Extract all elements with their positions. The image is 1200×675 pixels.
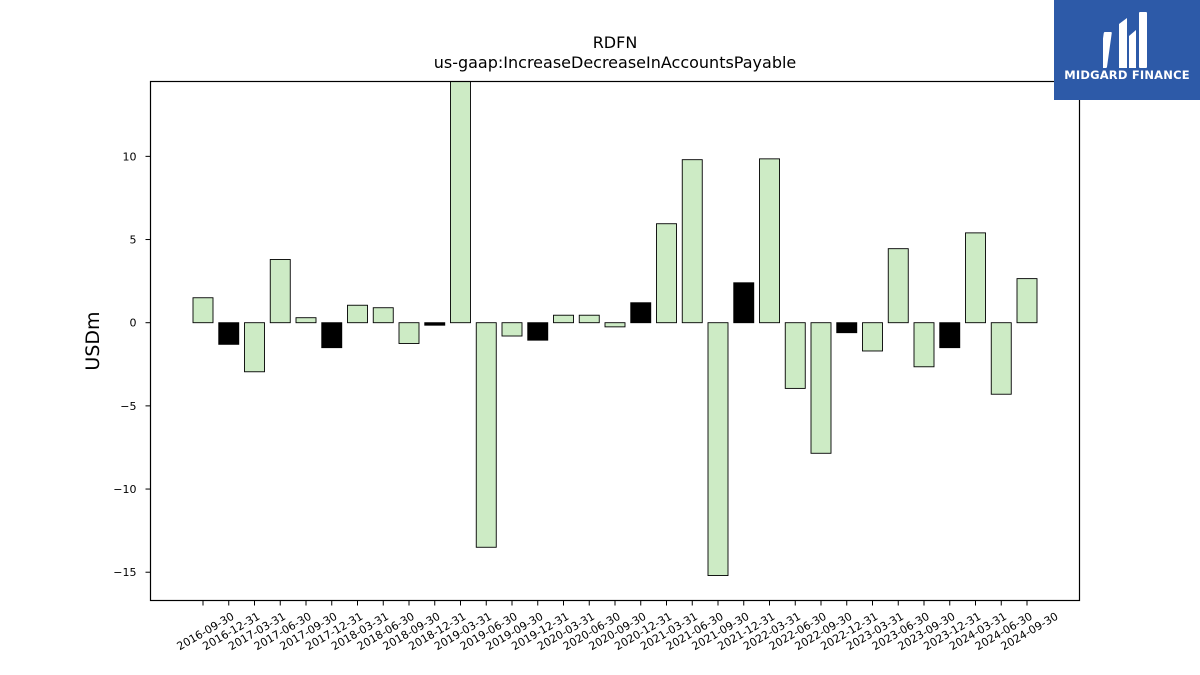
bar-2020-12-31 — [630, 302, 652, 324]
bar-2019-12-31 — [527, 322, 549, 341]
y-axis: 10 5 0 −5 −10 −15 — [113, 150, 151, 579]
bar-2017-12-31 — [321, 322, 343, 349]
bar-2020-06-30 — [578, 314, 600, 324]
bar-2021-03-31 — [656, 223, 677, 324]
bar-2017-03-31 — [244, 322, 265, 373]
bar-2023-03-31 — [862, 322, 883, 352]
chart-subtitle: us-gaap:IncreaseDecreaseInAccountsPayabl… — [434, 53, 797, 72]
bar-2019-09-30 — [501, 322, 523, 337]
bar-2024-03-31 — [965, 232, 986, 324]
logo-text: MIDGARD FINANCE — [1064, 68, 1190, 82]
bar-2023-06-30 — [887, 248, 909, 324]
midgard-logo-icon — [1103, 12, 1147, 68]
y-tick-label: −10 — [113, 483, 136, 496]
bar-2018-09-30 — [398, 322, 420, 344]
chart-title: RDFN — [593, 33, 638, 52]
bar-2017-06-30 — [269, 259, 291, 324]
bar-2016-09-30 — [192, 297, 214, 324]
bar-2023-09-30 — [913, 322, 935, 368]
x-axis: 2016-09-302016-12-312017-03-312017-06-30… — [175, 600, 1061, 653]
bar-2018-03-31 — [347, 304, 368, 324]
y-tick-label: −15 — [113, 566, 136, 579]
bar-2021-12-31 — [733, 282, 755, 324]
brand-logo: MIDGARD FINANCE — [1054, 0, 1200, 100]
bar-2017-09-30 — [295, 317, 317, 324]
bar-2022-09-30 — [810, 322, 832, 454]
bar-2018-06-30 — [372, 307, 394, 324]
bar-2024-09-30 — [1016, 278, 1038, 324]
bar-2021-06-30 — [681, 159, 703, 324]
bar-2018-12-31 — [424, 322, 446, 326]
bar-2020-09-30 — [604, 322, 626, 328]
y-tick-label: 10 — [123, 150, 137, 163]
y-tick-label: 5 — [130, 234, 137, 247]
bar-2019-03-31 — [450, 81, 471, 324]
bars-group — [192, 81, 1038, 576]
y-axis-label: USDm — [82, 311, 104, 370]
bar-2021-09-30 — [707, 322, 729, 576]
bar-2022-03-31 — [759, 158, 780, 324]
y-tick-label: −5 — [120, 400, 136, 413]
bar-2022-06-30 — [784, 322, 806, 389]
bar-2023-12-31 — [939, 322, 961, 349]
y-tick-label: 0 — [130, 317, 137, 330]
bar-2016-12-31 — [218, 322, 240, 345]
bar-2024-06-30 — [990, 322, 1012, 395]
bar-2019-06-30 — [475, 322, 497, 548]
bar-2022-12-31 — [836, 322, 858, 334]
plot-frame — [149, 80, 1081, 602]
bar-2020-03-31 — [553, 314, 574, 324]
